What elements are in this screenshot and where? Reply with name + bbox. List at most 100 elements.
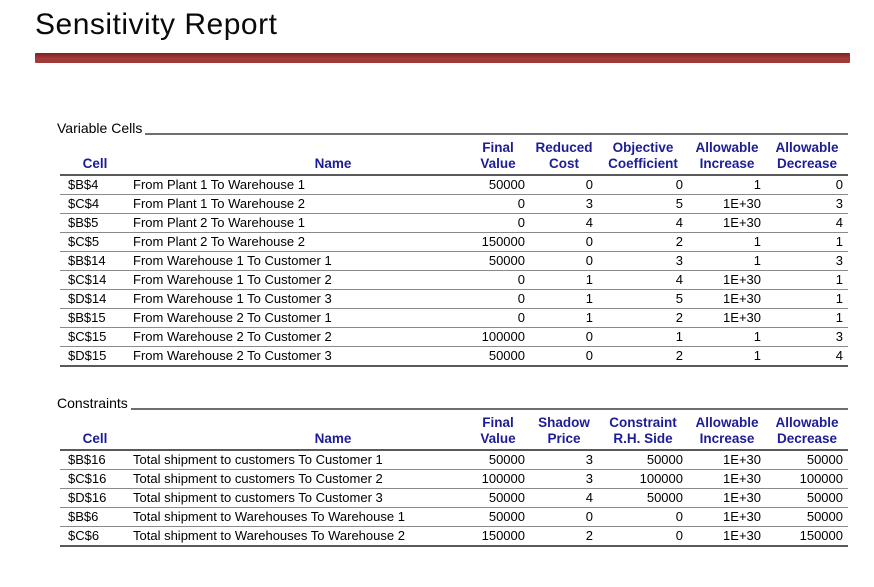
table-row: $B$5 From Plant 2 To Warehouse 1 0 4 4 1… <box>60 213 848 233</box>
final-value-cell: 50000 <box>466 346 530 367</box>
allowable-decrease-cell: 4 <box>766 346 848 367</box>
allowable-decrease-cell: 3 <box>766 251 848 271</box>
table-row: $B$4 From Plant 1 To Warehouse 1 50000 0… <box>60 175 848 195</box>
allowable-increase-cell: 1E+30 <box>688 488 766 508</box>
cell-ref: $B$4 <box>60 175 130 195</box>
reduced-cost-cell: 0 <box>530 251 598 271</box>
allowable-increase-cell: 1E+30 <box>688 507 766 527</box>
allowable-decrease-cell: 4 <box>766 213 848 233</box>
shadow-price-cell: 4 <box>530 488 598 508</box>
col-header-objective-coefficient: Objective Coefficient <box>598 140 688 176</box>
objective-coefficient-cell: 2 <box>598 232 688 252</box>
constraint-rhs-cell: 0 <box>598 507 688 527</box>
col-header-allowable-increase: Allowable Increase <box>688 415 766 451</box>
objective-coefficient-cell: 2 <box>598 308 688 328</box>
name-cell: From Plant 1 To Warehouse 1 <box>130 175 466 195</box>
name-cell: From Warehouse 1 To Customer 3 <box>130 289 466 309</box>
col-header-cell: Cell <box>60 140 130 176</box>
cell-ref: $B$14 <box>60 251 130 271</box>
allowable-increase-cell: 1E+30 <box>688 469 766 489</box>
col-header-name: Name <box>130 140 466 176</box>
allowable-increase-cell: 1 <box>688 232 766 252</box>
name-cell: From Warehouse 2 To Customer 3 <box>130 346 466 367</box>
cell-ref: $C$14 <box>60 270 130 290</box>
cell-ref: $C$6 <box>60 526 130 547</box>
name-cell: Total shipment to Warehouses To Warehous… <box>130 507 466 527</box>
objective-coefficient-cell: 4 <box>598 270 688 290</box>
table-row: $C$5 From Plant 2 To Warehouse 2 150000 … <box>60 232 848 252</box>
shadow-price-cell: 2 <box>530 526 598 547</box>
constraint-rhs-cell: 100000 <box>598 469 688 489</box>
page-title: Sensitivity Report <box>35 8 278 41</box>
cell-ref: $C$16 <box>60 469 130 489</box>
table-row: $D$16 Total shipment to customers To Cus… <box>60 488 848 508</box>
final-value-cell: 50000 <box>466 488 530 508</box>
table-row: $D$15 From Warehouse 2 To Customer 3 500… <box>60 346 848 367</box>
final-value-cell: 50000 <box>466 450 530 470</box>
cell-ref: $B$15 <box>60 308 130 328</box>
constraints-header: Cell Name Final Value Shadow Price Constra… <box>60 415 848 451</box>
constraint-rhs-cell: 0 <box>598 526 688 547</box>
final-value-cell: 0 <box>466 270 530 290</box>
allowable-increase-cell: 1 <box>688 346 766 367</box>
objective-coefficient-cell: 5 <box>598 194 688 214</box>
final-value-cell: 100000 <box>466 327 530 347</box>
constraints-table: Cell Name Final Value Shadow Price Constra… <box>60 415 848 547</box>
col-header-final-value: Final Value <box>466 415 530 451</box>
allowable-increase-cell: 1 <box>688 175 766 195</box>
section-rule <box>130 408 848 410</box>
col-header-allowable-decrease: Allowable Decrease <box>766 140 848 176</box>
reduced-cost-cell: 0 <box>530 346 598 367</box>
section-constraints: Constraints <box>57 395 848 411</box>
allowable-increase-cell: 1 <box>688 251 766 271</box>
col-header-cell: Cell <box>60 415 130 451</box>
col-header-reduced-cost: Reduced Cost <box>530 140 598 176</box>
table-row: $B$16 Total shipment to customers To Cus… <box>60 450 848 470</box>
col-header-shadow-price: Shadow Price <box>530 415 598 451</box>
objective-coefficient-cell: 4 <box>598 213 688 233</box>
col-header-final-value: Final Value <box>466 140 530 176</box>
shadow-price-cell: 3 <box>530 450 598 470</box>
cell-ref: $D$16 <box>60 488 130 508</box>
table-row: $C$14 From Warehouse 1 To Customer 2 0 1… <box>60 270 848 290</box>
objective-coefficient-cell: 2 <box>598 346 688 367</box>
col-header-constraint-rhs: Constraint R.H. Side <box>598 415 688 451</box>
name-cell: Total shipment to customers To Customer … <box>130 488 466 508</box>
name-cell: From Plant 1 To Warehouse 2 <box>130 194 466 214</box>
variable-cells-table: Cell Name Final Value Reduced Cost Objecti… <box>60 140 848 367</box>
shadow-price-cell: 0 <box>530 507 598 527</box>
allowable-decrease-cell: 50000 <box>766 450 848 470</box>
reduced-cost-cell: 0 <box>530 175 598 195</box>
allowable-increase-cell: 1E+30 <box>688 270 766 290</box>
allowable-decrease-cell: 1 <box>766 289 848 309</box>
table-row: $B$14 From Warehouse 1 To Customer 1 500… <box>60 251 848 271</box>
section-rule <box>145 133 848 135</box>
table-row: $B$6 Total shipment to Warehouses To War… <box>60 507 848 527</box>
cell-ref: $D$15 <box>60 346 130 367</box>
name-cell: From Warehouse 1 To Customer 2 <box>130 270 466 290</box>
reduced-cost-cell: 1 <box>530 270 598 290</box>
objective-coefficient-cell: 1 <box>598 327 688 347</box>
cell-ref: $C$5 <box>60 232 130 252</box>
allowable-increase-cell: 1E+30 <box>688 194 766 214</box>
allowable-increase-cell: 1 <box>688 327 766 347</box>
reduced-cost-cell: 1 <box>530 289 598 309</box>
objective-coefficient-cell: 0 <box>598 175 688 195</box>
allowable-decrease-cell: 3 <box>766 327 848 347</box>
final-value-cell: 100000 <box>466 469 530 489</box>
name-cell: From Warehouse 1 To Customer 1 <box>130 251 466 271</box>
reduced-cost-cell: 3 <box>530 194 598 214</box>
shadow-price-cell: 3 <box>530 469 598 489</box>
name-cell: From Plant 2 To Warehouse 2 <box>130 232 466 252</box>
table-row: $C$6 Total shipment to Warehouses To War… <box>60 526 848 547</box>
table-row: $C$16 Total shipment to customers To Cus… <box>60 469 848 489</box>
final-value-cell: 0 <box>466 289 530 309</box>
allowable-increase-cell: 1E+30 <box>688 289 766 309</box>
cell-ref: $B$6 <box>60 507 130 527</box>
col-header-allowable-increase: Allowable Increase <box>688 140 766 176</box>
name-cell: From Warehouse 2 To Customer 1 <box>130 308 466 328</box>
allowable-decrease-cell: 0 <box>766 175 848 195</box>
table-row: $D$14 From Warehouse 1 To Customer 3 0 1… <box>60 289 848 309</box>
allowable-decrease-cell: 1 <box>766 232 848 252</box>
constraint-rhs-cell: 50000 <box>598 450 688 470</box>
